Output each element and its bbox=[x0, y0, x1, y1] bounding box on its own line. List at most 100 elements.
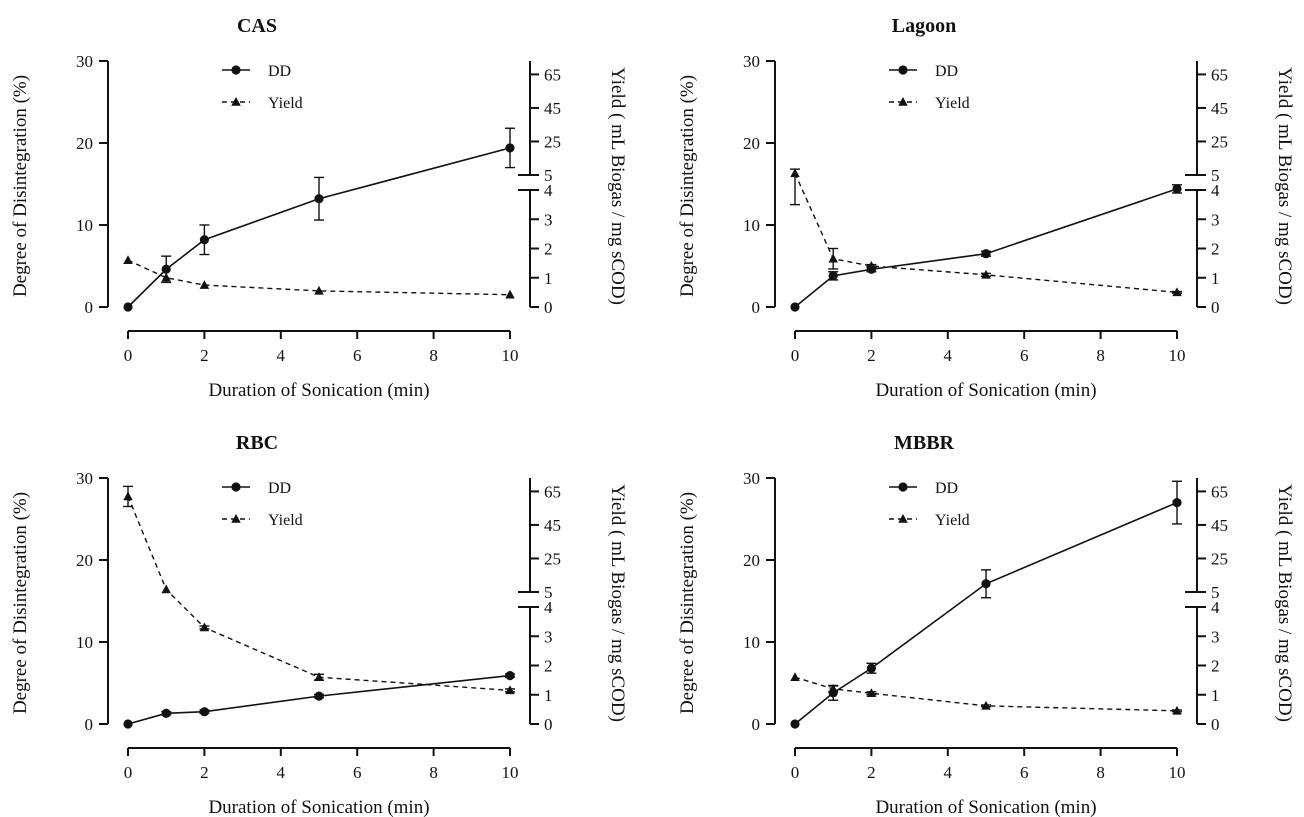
x-tick-label: 6 bbox=[1020, 346, 1028, 365]
y-left-tick-label: 30 bbox=[743, 52, 760, 71]
data-point-dd bbox=[161, 708, 171, 718]
y-axis-left-label: Degree of Disintegration (%) bbox=[677, 492, 698, 714]
data-point-yield bbox=[123, 491, 133, 501]
y-left-tick-label: 20 bbox=[743, 134, 760, 153]
data-point-yield bbox=[505, 289, 515, 299]
y-right-tick-label: 2 bbox=[544, 240, 553, 259]
y-right-tick-label: 3 bbox=[544, 627, 553, 646]
y-axis-left-label: Degree of Disintegration (%) bbox=[677, 75, 698, 297]
legend-marker-yield bbox=[231, 514, 241, 523]
data-point-dd bbox=[1172, 498, 1182, 508]
data-point-dd bbox=[790, 302, 800, 312]
y-left-tick-label: 0 bbox=[85, 298, 94, 317]
y-right-tick-label: 25 bbox=[544, 132, 561, 151]
data-point-dd bbox=[828, 271, 838, 281]
x-tick-label: 2 bbox=[200, 763, 209, 782]
y-right-tick-label: 45 bbox=[1211, 99, 1228, 118]
y-right-tick-label: 5 bbox=[544, 166, 553, 185]
y-right-tick-label: 1 bbox=[544, 269, 553, 288]
chart-title: CAS bbox=[237, 15, 277, 37]
x-tick-label: 10 bbox=[1169, 346, 1186, 365]
data-point-dd bbox=[1172, 184, 1182, 194]
x-tick-label: 4 bbox=[944, 763, 953, 782]
y-right-tick-label: 5 bbox=[544, 583, 553, 602]
y-right-tick-label: 25 bbox=[1211, 549, 1228, 568]
y-right-tick-label: 1 bbox=[1211, 269, 1220, 288]
data-point-yield bbox=[981, 269, 991, 279]
data-point-dd bbox=[123, 719, 133, 729]
x-axis-label: Duration of Sonication (min) bbox=[208, 797, 429, 817]
y-left-tick-label: 20 bbox=[76, 551, 93, 570]
y-left-tick-label: 20 bbox=[743, 551, 760, 570]
y-left-tick-label: 0 bbox=[85, 715, 94, 734]
data-point-dd bbox=[123, 302, 133, 312]
data-point-yield bbox=[866, 688, 877, 698]
y-axis-right-label: Yield ( mL Biogas / mg sCOD) bbox=[1274, 484, 1295, 722]
y-axis-left-label: Degree of Disintegration (%) bbox=[10, 75, 31, 297]
y-right-tick-label: 2 bbox=[1211, 657, 1220, 676]
data-point-yield bbox=[314, 285, 324, 295]
x-tick-label: 4 bbox=[277, 763, 286, 782]
data-point-dd bbox=[199, 235, 209, 245]
series-line-yield bbox=[127, 496, 511, 692]
chart-title: Lagoon bbox=[892, 15, 956, 37]
y-right-tick-label: 3 bbox=[544, 210, 553, 229]
legend-label-yield: Yield bbox=[268, 512, 303, 529]
y-right-tick-label: 4 bbox=[1211, 598, 1220, 617]
y-right-tick-label: 4 bbox=[544, 181, 553, 200]
x-tick-label: 2 bbox=[867, 763, 876, 782]
data-point-yield bbox=[866, 261, 877, 270]
data-point-yield bbox=[828, 253, 838, 263]
y-right-tick-label: 2 bbox=[544, 657, 553, 676]
series-line-dd bbox=[794, 501, 1178, 725]
series-line-yield bbox=[127, 259, 511, 296]
chart-title: MBBR bbox=[894, 432, 955, 454]
legend-label-dd: DD bbox=[268, 63, 291, 80]
y-right-tick-label: 3 bbox=[1211, 627, 1220, 646]
data-point-yield bbox=[199, 622, 210, 632]
y-right-tick-label: 5 bbox=[1211, 583, 1220, 602]
data-point-yield bbox=[161, 272, 171, 282]
data-point-dd bbox=[314, 691, 324, 701]
chart-title: RBC bbox=[236, 432, 278, 454]
y-right-tick-label: 5 bbox=[1211, 166, 1220, 185]
legend-marker-yield bbox=[898, 97, 908, 106]
x-tick-label: 0 bbox=[791, 346, 800, 365]
x-axis-label: Duration of Sonication (min) bbox=[875, 797, 1096, 817]
x-tick-label: 6 bbox=[353, 763, 362, 782]
y-right-tick-label: 2 bbox=[1211, 240, 1220, 259]
y-right-tick-label: 4 bbox=[544, 598, 553, 617]
data-point-yield bbox=[828, 683, 838, 693]
data-point-dd bbox=[505, 671, 515, 681]
y-left-tick-label: 10 bbox=[743, 633, 760, 652]
data-point-yield bbox=[790, 672, 800, 681]
x-tick-label: 8 bbox=[1096, 346, 1105, 365]
x-tick-label: 2 bbox=[867, 346, 876, 365]
data-point-dd bbox=[866, 663, 876, 673]
x-tick-label: 8 bbox=[429, 763, 438, 782]
data-point-yield bbox=[1172, 705, 1182, 715]
y-right-tick-label: 0 bbox=[544, 715, 553, 734]
x-tick-label: 8 bbox=[1096, 763, 1105, 782]
data-point-dd bbox=[505, 143, 515, 153]
y-left-tick-label: 30 bbox=[76, 52, 93, 71]
legend-marker-yield bbox=[898, 514, 908, 523]
y-left-tick-label: 10 bbox=[76, 633, 93, 652]
y-right-tick-label: 25 bbox=[544, 549, 561, 568]
x-axis-label: Duration of Sonication (min) bbox=[875, 380, 1096, 401]
y-right-tick-label: 45 bbox=[544, 516, 561, 535]
y-axis-right-label: Yield ( mL Biogas / mg sCOD) bbox=[1274, 67, 1295, 305]
y-left-tick-label: 30 bbox=[76, 469, 93, 488]
y-right-tick-label: 0 bbox=[1211, 298, 1220, 317]
data-point-dd bbox=[314, 194, 324, 204]
data-point-dd bbox=[790, 719, 800, 729]
data-point-yield bbox=[161, 584, 171, 594]
series-line-dd bbox=[127, 147, 511, 308]
y-right-tick-label: 4 bbox=[1211, 181, 1220, 200]
x-tick-label: 10 bbox=[1169, 763, 1186, 782]
y-right-tick-label: 65 bbox=[1211, 65, 1228, 84]
y-right-tick-label: 1 bbox=[1211, 686, 1220, 705]
